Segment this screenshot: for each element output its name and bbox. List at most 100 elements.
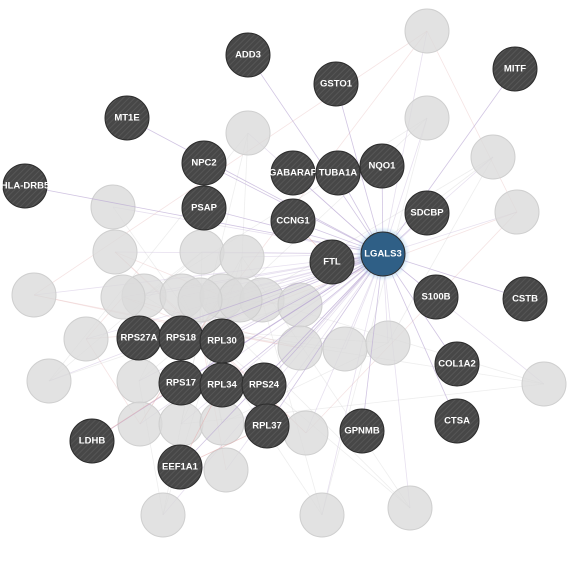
background-node	[203, 447, 249, 493]
node-s100b[interactable]: S100B	[413, 274, 459, 320]
node-circle-mt1e[interactable]	[104, 95, 150, 141]
node-psap[interactable]: PSAP	[181, 185, 227, 231]
edge-lgals3-eef1a1	[179, 253, 384, 468]
background-node	[219, 234, 265, 280]
background-node	[11, 272, 57, 318]
edge-lgals3-rpl34	[221, 253, 384, 386]
background-nodes	[11, 8, 567, 538]
node-lgals3[interactable]: LGALS3	[356, 227, 410, 281]
background-node	[63, 316, 109, 362]
background-node	[100, 274, 146, 320]
node-col1a2[interactable]: COL1A2	[434, 341, 480, 387]
background-node	[177, 277, 223, 323]
node-rps27a[interactable]: RPS27A	[116, 315, 162, 361]
node-nqo1[interactable]: NQO1	[359, 143, 405, 189]
background-node	[494, 189, 540, 235]
node-hla-drb5[interactable]: HLA-DRB5	[1, 163, 50, 209]
node-circle-rps27a[interactable]	[116, 315, 162, 361]
node-gpnmb[interactable]: GPNMB	[339, 408, 385, 454]
background-node	[387, 485, 433, 531]
node-sdcbp[interactable]: SDCBP	[404, 190, 450, 236]
node-circle-mitf[interactable]	[492, 46, 538, 92]
background-edge	[426, 30, 518, 213]
background-edge	[382, 253, 411, 509]
background-node	[158, 401, 204, 447]
node-circle-rpl30[interactable]	[199, 318, 245, 364]
node-circle-psap[interactable]	[181, 185, 227, 231]
node-circle-gpnmb[interactable]	[339, 408, 385, 454]
node-circle-rps18[interactable]	[158, 315, 204, 361]
background-node	[117, 401, 163, 447]
node-ftl[interactable]: FTL	[309, 239, 355, 285]
node-rpl37[interactable]: RPL37	[244, 403, 290, 449]
node-circle-hla-drb5[interactable]	[2, 163, 48, 209]
background-node	[179, 229, 225, 275]
node-circle-gabarap[interactable]	[270, 150, 316, 196]
background-edge	[321, 117, 428, 516]
node-circle-ftl[interactable]	[309, 239, 355, 285]
background-node	[365, 320, 411, 366]
node-circle-ccng1[interactable]	[270, 198, 316, 244]
node-circle-rpl34[interactable]	[199, 362, 245, 408]
background-edge	[382, 30, 428, 255]
background-node	[225, 110, 271, 156]
node-eef1a1[interactable]: EEF1A1	[157, 444, 203, 490]
node-circle-lgals3[interactable]	[360, 231, 406, 277]
node-cstb[interactable]: CSTB	[502, 276, 548, 322]
edge-lgals3-rpl30	[221, 253, 384, 342]
background-node	[90, 184, 136, 230]
node-ldhb[interactable]: LDHB	[69, 418, 115, 464]
node-ccng1[interactable]: CCNG1	[270, 198, 316, 244]
background-node	[283, 410, 329, 456]
node-circle-ldhb[interactable]	[69, 418, 115, 464]
node-rps18[interactable]: RPS18	[158, 315, 204, 361]
edge-lgals3-ctsa	[382, 253, 458, 422]
node-circle-rps17[interactable]	[158, 360, 204, 406]
background-node	[116, 358, 162, 404]
background-node	[140, 492, 186, 538]
node-circle-sdcbp[interactable]	[404, 190, 450, 236]
node-mitf[interactable]: MITF	[492, 46, 538, 92]
edge-lgals3-add3	[247, 54, 384, 255]
edge-lgals3-mt1e	[126, 117, 384, 255]
node-circle-s100b[interactable]	[413, 274, 459, 320]
background-node	[470, 134, 516, 180]
background-node	[404, 8, 450, 54]
node-circle-rps24[interactable]	[241, 362, 287, 408]
node-circle-ctsa[interactable]	[434, 398, 480, 444]
node-gsto1[interactable]: GSTO1	[313, 61, 359, 107]
edge-lgals3-mitf	[382, 68, 516, 255]
node-rpl34[interactable]: RPL34	[199, 362, 245, 408]
node-rpl30[interactable]: RPL30	[199, 318, 245, 364]
edge-lgals3-rps24	[263, 253, 384, 386]
background-edge	[387, 156, 494, 344]
background-node	[404, 95, 450, 141]
edge-lgals3-gpnmb	[361, 253, 384, 432]
background-node	[299, 492, 345, 538]
background-node	[277, 282, 323, 328]
node-tuba1a[interactable]: TUBA1A	[315, 150, 361, 196]
node-circle-gsto1[interactable]	[313, 61, 359, 107]
background-edge	[321, 253, 384, 516]
node-rps17[interactable]: RPS17	[158, 360, 204, 406]
node-circle-add3[interactable]	[225, 32, 271, 78]
node-rps24[interactable]: RPS24	[241, 362, 287, 408]
background-edge	[305, 211, 518, 434]
node-circle-eef1a1[interactable]	[157, 444, 203, 490]
node-circle-npc2[interactable]	[181, 140, 227, 186]
background-node	[521, 361, 567, 407]
background-node	[277, 325, 323, 371]
node-circle-nqo1[interactable]	[359, 143, 405, 189]
node-circle-tuba1a[interactable]	[315, 150, 361, 196]
node-circle-rpl37[interactable]	[244, 403, 290, 449]
node-circle-cstb[interactable]	[502, 276, 548, 322]
node-mt1e[interactable]: MT1E	[104, 95, 150, 141]
node-ctsa[interactable]: CTSA	[434, 398, 480, 444]
background-edge	[261, 299, 323, 516]
node-circle-col1a2[interactable]	[434, 341, 480, 387]
node-npc2[interactable]: NPC2	[181, 140, 227, 186]
node-add3[interactable]: ADD3	[225, 32, 271, 78]
background-node	[92, 229, 138, 275]
background-node	[217, 277, 263, 323]
